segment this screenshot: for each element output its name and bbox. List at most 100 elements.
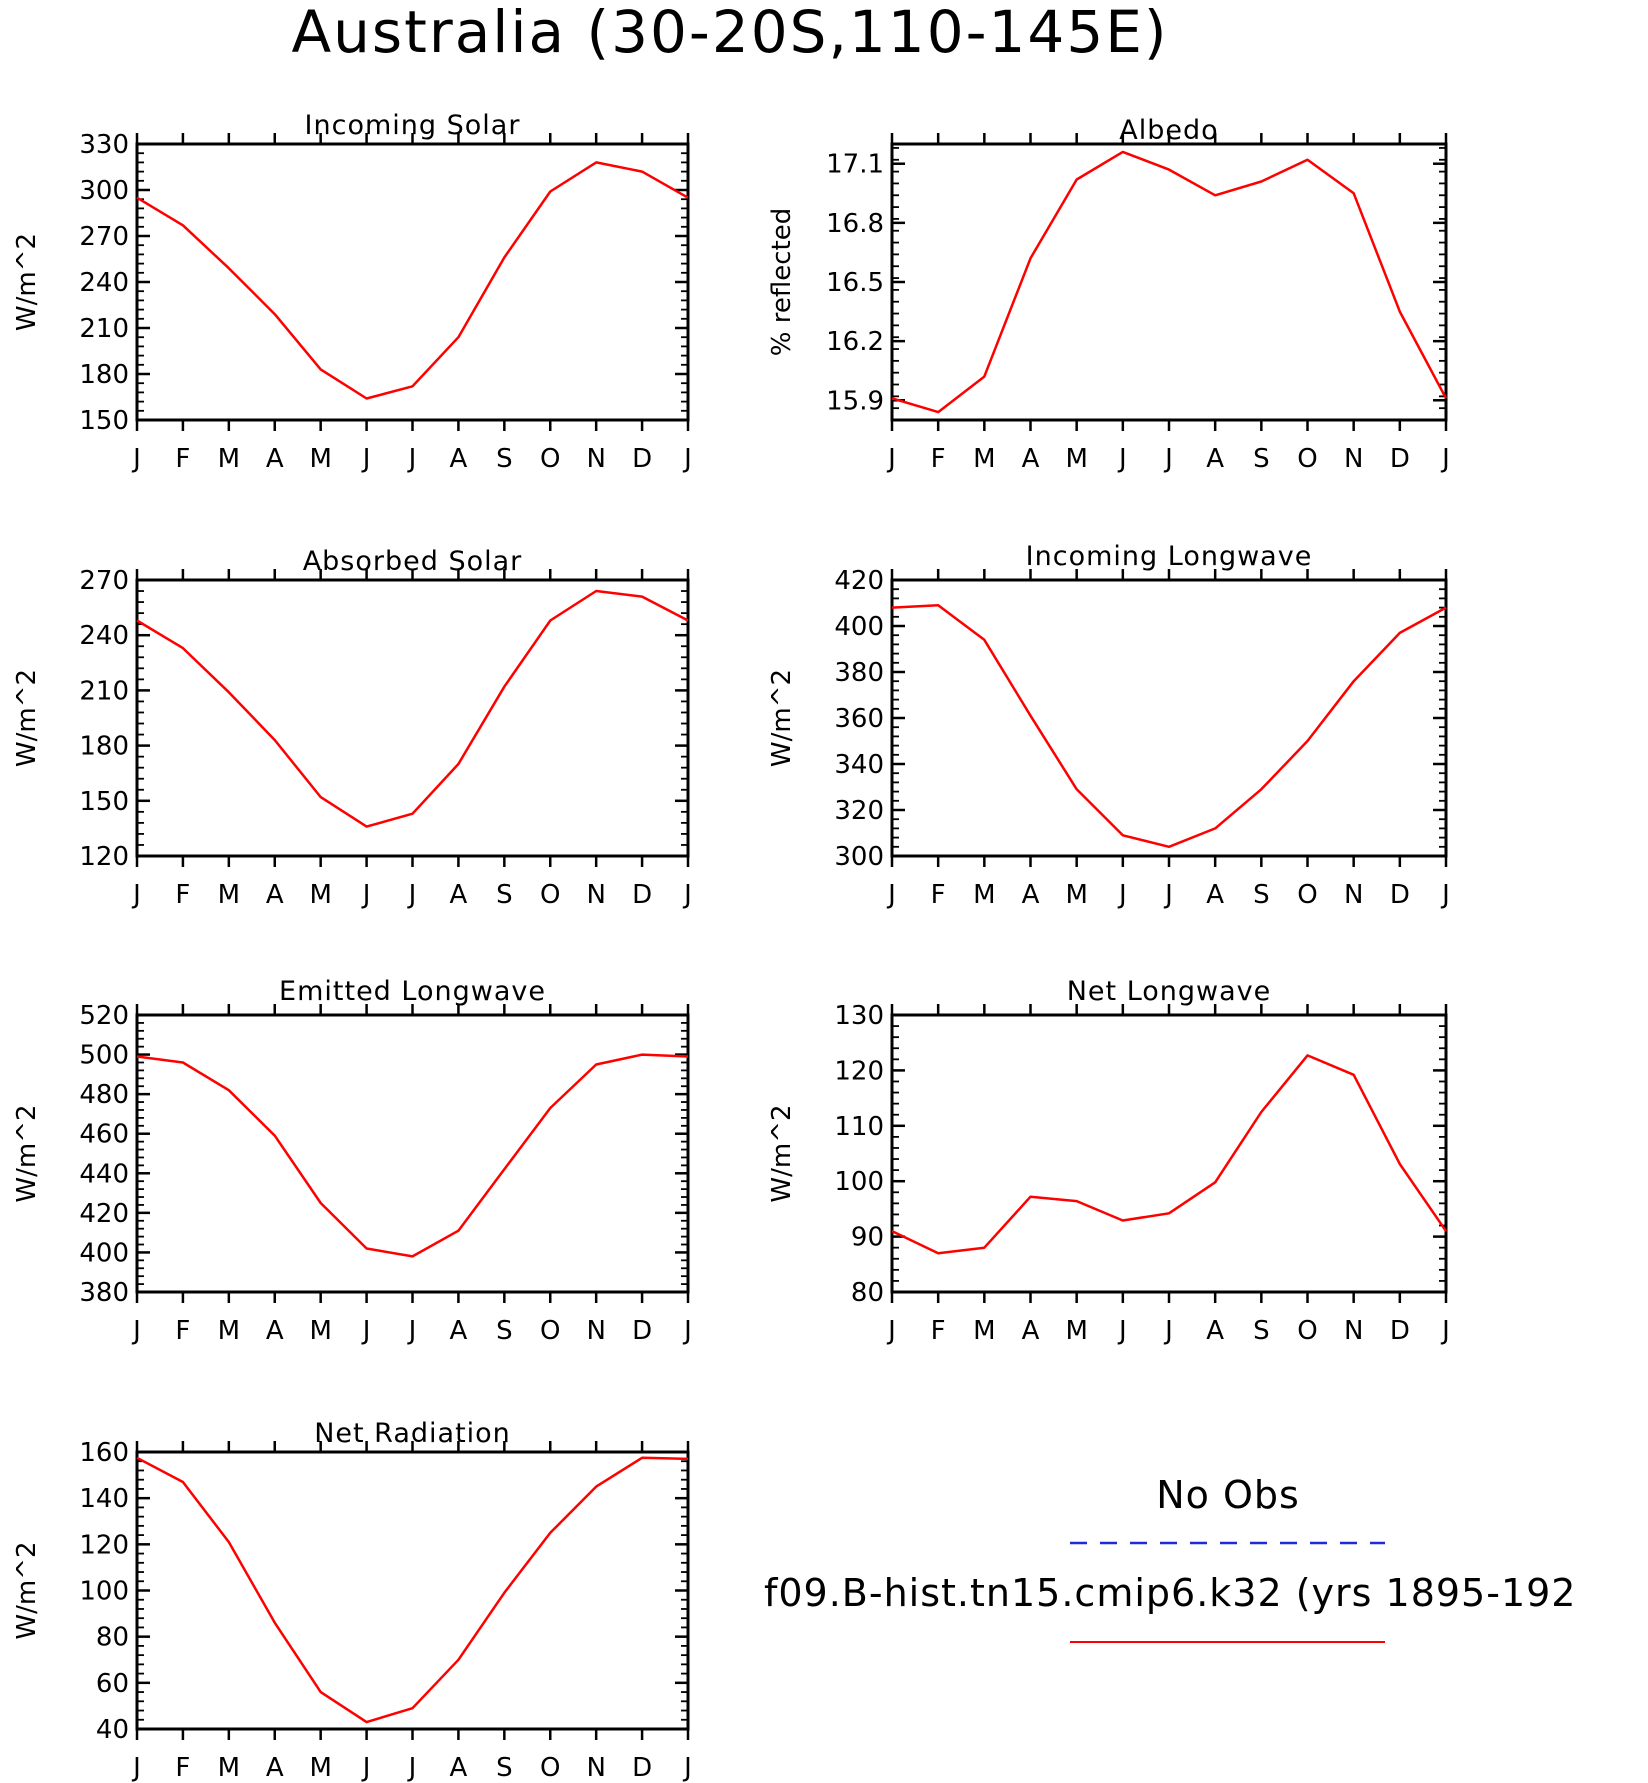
x-tick-label: N — [1344, 880, 1363, 910]
y-axis-label: % reflected — [767, 208, 797, 356]
x-tick-label: A — [450, 880, 468, 910]
x-tick-label: F — [175, 880, 190, 910]
x-tick-label: A — [450, 1753, 468, 1783]
x-tick-label: J — [407, 1753, 417, 1783]
y-tick-label: 15.9 — [826, 386, 884, 416]
x-tick-label: J — [886, 444, 896, 474]
y-tick-label: 130 — [834, 1001, 884, 1031]
series-line — [891, 604, 1447, 849]
x-tick-label: A — [266, 1316, 284, 1346]
plot-frame — [135, 1450, 690, 1731]
y-tick-label: 270 — [79, 566, 129, 596]
y-axis-label: W/m^2 — [12, 1541, 42, 1639]
y-tick-label: 520 — [79, 1001, 129, 1031]
legend-model-label: f09.B-hist.tn15.cmip6.k32 (yrs 1895-192 — [764, 1571, 1576, 1615]
x-tick-label: A — [1022, 880, 1040, 910]
x-tick-label: J — [1117, 1316, 1127, 1346]
y-tick-label: 300 — [79, 176, 129, 206]
x-tick-label: D — [632, 880, 652, 910]
x-tick-label: S — [496, 1753, 513, 1783]
y-tick-label: 120 — [79, 842, 129, 872]
x-tick-label: F — [175, 1753, 190, 1783]
x-tick-label: J — [131, 1316, 141, 1346]
y-axis-label: W/m^2 — [12, 233, 42, 331]
x-tick-label: N — [586, 1316, 605, 1346]
x-tick-label: O — [540, 880, 560, 910]
y-tick-label: 360 — [834, 704, 884, 734]
y-tick-label: 16.5 — [826, 268, 884, 298]
x-tick-label: A — [266, 444, 284, 474]
figure-title: Australia (30-20S,110-145E) — [291, 0, 1168, 66]
series-line — [891, 150, 1448, 414]
y-tick-label: 100 — [834, 1167, 884, 1197]
x-tick-label: M — [309, 880, 331, 910]
y-tick-label: 270 — [79, 222, 129, 252]
y-axis-label: W/m^2 — [767, 669, 797, 767]
y-tick-label: 210 — [79, 314, 129, 344]
x-tick-label: D — [632, 1753, 652, 1783]
x-tick-label: M — [218, 1753, 240, 1783]
y-tick-label: 150 — [79, 406, 129, 436]
y-tick-label: 380 — [79, 1278, 129, 1308]
x-tick-label: N — [1344, 444, 1363, 474]
y-tick-label: 80 — [96, 1623, 129, 1653]
y-axis-label: W/m^2 — [12, 1104, 42, 1202]
x-tick-label: O — [540, 1753, 560, 1783]
x-tick-label: J — [682, 444, 692, 474]
y-tick-label: 100 — [79, 1577, 129, 1607]
x-tick-label: M — [1065, 444, 1087, 474]
x-tick-label: M — [218, 880, 240, 910]
x-tick-label: A — [1206, 444, 1224, 474]
legend: No Obs f09.B-hist.tn15.cmip6.k32 (yrs 18… — [764, 1473, 1576, 1643]
y-tick-label: 80 — [851, 1278, 884, 1308]
x-tick-label: O — [540, 444, 560, 474]
y-tick-label: 440 — [79, 1159, 129, 1189]
y-tick-label: 120 — [834, 1056, 884, 1086]
y-tick-label: 400 — [834, 612, 884, 642]
x-tick-label: D — [1390, 444, 1410, 474]
plot-frame — [890, 578, 1448, 858]
x-tick-label: D — [1390, 1316, 1410, 1346]
y-tick-label: 240 — [79, 268, 129, 298]
plot-frame — [890, 142, 1448, 422]
x-tick-label: F — [931, 444, 946, 474]
x-tick-label: M — [218, 444, 240, 474]
x-tick-label: O — [1297, 444, 1317, 474]
y-tick-label: 110 — [834, 1112, 884, 1142]
x-tick-label: S — [1253, 1316, 1270, 1346]
x-tick-label: J — [361, 1753, 371, 1783]
x-tick-label: N — [586, 880, 605, 910]
y-tick-label: 400 — [79, 1238, 129, 1268]
y-tick-label: 300 — [834, 842, 884, 872]
x-tick-label: M — [1065, 880, 1087, 910]
y-tick-label: 500 — [79, 1041, 129, 1071]
y-tick-label: 150 — [79, 787, 129, 817]
x-tick-label: J — [361, 444, 371, 474]
y-tick-label: 16.2 — [826, 327, 884, 357]
x-tick-label: F — [931, 880, 946, 910]
x-tick-label: S — [496, 444, 513, 474]
x-tick-label: J — [886, 1316, 896, 1346]
series-line — [136, 589, 689, 828]
y-tick-label: 420 — [834, 566, 884, 596]
x-tick-label: D — [1390, 880, 1410, 910]
x-tick-label: J — [1440, 1316, 1450, 1346]
plot-frame — [135, 1013, 690, 1294]
x-tick-label: S — [496, 880, 513, 910]
x-tick-label: J — [131, 444, 141, 474]
x-tick-label: D — [632, 1316, 652, 1346]
x-tick-label: J — [1117, 880, 1127, 910]
y-tick-label: 90 — [851, 1223, 884, 1253]
x-tick-label: M — [973, 444, 995, 474]
x-tick-label: J — [682, 1753, 692, 1783]
y-tick-label: 180 — [79, 360, 129, 390]
y-tick-label: 320 — [834, 796, 884, 826]
y-tick-label: 380 — [834, 658, 884, 688]
plot-frame — [135, 142, 690, 422]
